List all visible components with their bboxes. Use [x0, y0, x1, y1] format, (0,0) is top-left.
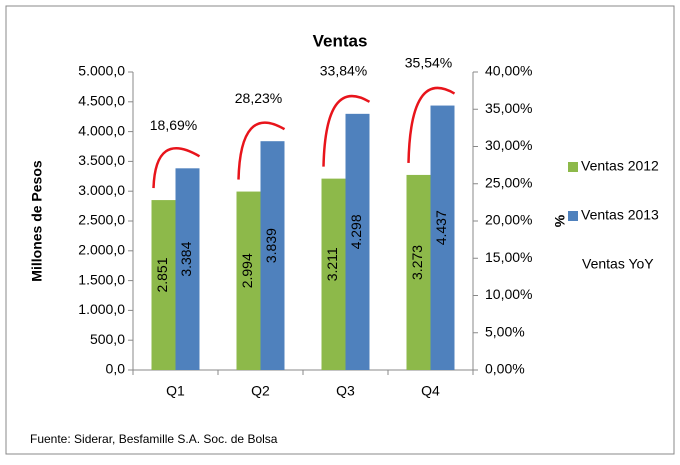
x-tick-label: Q2 — [251, 383, 270, 399]
bar — [345, 113, 370, 370]
bar — [236, 191, 261, 370]
y-tick-label: 2.500,0 — [78, 212, 125, 228]
legend-label: Ventas YoY — [582, 256, 654, 272]
y-tick-label: 500,0 — [90, 331, 125, 347]
bar-value-label: 3.273 — [409, 245, 425, 280]
y2-axis-label: % — [552, 214, 568, 227]
bar — [151, 200, 176, 370]
bar-value-label: 3.384 — [178, 241, 194, 276]
x-tick-label: Q3 — [336, 383, 355, 399]
yoy-label: 35,54% — [405, 54, 452, 70]
x-tick-label: Q4 — [421, 383, 440, 399]
y2-tick-label: 40,00% — [485, 63, 532, 79]
legend-label: Ventas 2012 — [581, 158, 659, 174]
bar — [406, 174, 431, 370]
y2-tick-label: 35,00% — [485, 100, 532, 116]
y-tick-label: 3.000,0 — [78, 182, 125, 198]
yoy-arc — [152, 147, 201, 189]
yoy-label: 33,84% — [320, 63, 367, 79]
bar-value-label: 2.994 — [239, 253, 255, 288]
x-tick-label: Q1 — [166, 383, 185, 399]
y2-tick-label: 5,00% — [485, 323, 525, 339]
legend-swatch — [568, 211, 578, 221]
bar — [260, 141, 285, 370]
yoy-label: 18,69% — [150, 117, 197, 133]
bar — [175, 168, 200, 370]
legend-label: Ventas 2013 — [581, 207, 659, 223]
yoy-label: 28,23% — [235, 90, 282, 106]
yoy-arc — [322, 94, 371, 167]
y-tick-label: 5.000,0 — [78, 63, 125, 79]
y2-tick-label: 0,00% — [485, 361, 525, 377]
bar — [321, 178, 346, 370]
y-tick-label: 0,0 — [106, 361, 126, 377]
y-tick-label: 1.500,0 — [78, 271, 125, 287]
yoy-arc — [237, 121, 286, 180]
y-tick-label: 1.000,0 — [78, 301, 125, 317]
y2-tick-label: 30,00% — [485, 137, 532, 153]
bar — [430, 105, 455, 370]
chart-title: Ventas — [313, 31, 368, 50]
bar-value-label: 4.298 — [348, 214, 364, 249]
y-tick-label: 3.500,0 — [78, 152, 125, 168]
y2-tick-label: 25,00% — [485, 174, 532, 190]
y2-tick-label: 20,00% — [485, 212, 532, 228]
legend-swatch — [568, 162, 578, 172]
source-note: Fuente: Siderar, Besfamille S.A. Soc. de… — [30, 432, 278, 446]
y-tick-label: 2.000,0 — [78, 242, 125, 258]
bar-value-label: 4.437 — [433, 210, 449, 245]
bar-value-label: 2.851 — [154, 257, 170, 292]
y2-tick-label: 15,00% — [485, 249, 532, 265]
y-tick-label: 4.000,0 — [78, 122, 125, 138]
y2-tick-label: 10,00% — [485, 286, 532, 302]
yoy-arc — [407, 86, 456, 163]
bar-value-label: 3.211 — [324, 247, 340, 281]
y-tick-label: 4.500,0 — [78, 93, 125, 109]
y-axis-label: Millones de Pesos — [29, 160, 45, 282]
bar-value-label: 3.839 — [263, 228, 279, 263]
